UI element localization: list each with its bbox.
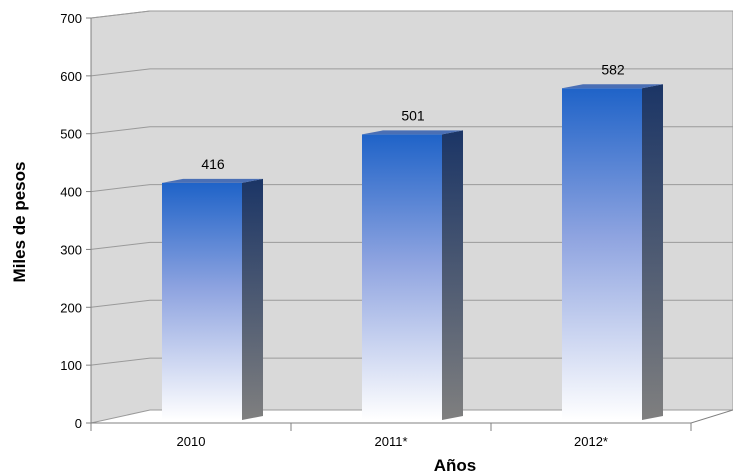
gridlines (90, 10, 733, 366)
bar (362, 134, 442, 420)
data-label: 582 (601, 61, 625, 77)
x-tick-label: 2011* (374, 434, 407, 449)
gridline (90, 299, 733, 308)
gridline (90, 68, 733, 77)
x-tick-label: 2010 (177, 434, 206, 449)
bar (162, 182, 242, 420)
gridline (90, 10, 733, 19)
y-axis: 0 100 200 300 400 500 600 700 (60, 11, 92, 431)
y-axis-title: Miles de pesos (10, 162, 29, 283)
y-tick-label: 700 (60, 11, 82, 26)
gridline (90, 184, 733, 193)
bars (162, 84, 663, 420)
y-tick-label: 400 (60, 185, 82, 200)
bar-side (442, 130, 463, 420)
data-labels: 416 501 582 (201, 61, 625, 172)
bar-top (562, 84, 663, 89)
gridline (90, 126, 733, 135)
data-label: 416 (201, 156, 225, 172)
y-tick-label: 500 (60, 127, 82, 142)
y-tick-label: 100 (60, 358, 82, 373)
bar-side (242, 178, 263, 420)
x-tick-label: 2012* (574, 434, 608, 449)
y-tick-label: 600 (60, 69, 82, 84)
x-axis: 2010 2011* 2012* (90, 409, 733, 449)
y-tick-label: 300 (60, 242, 82, 257)
bar-side (642, 84, 663, 420)
bar-top (162, 178, 263, 183)
bar-top (362, 130, 463, 135)
data-label: 501 (401, 107, 425, 123)
x-axis-title: Años (434, 456, 477, 474)
bar (562, 88, 642, 420)
y-tick-label: 0 (75, 416, 82, 431)
y-tick-label: 200 (60, 300, 82, 315)
gridline (90, 241, 733, 250)
gridline (90, 357, 733, 366)
